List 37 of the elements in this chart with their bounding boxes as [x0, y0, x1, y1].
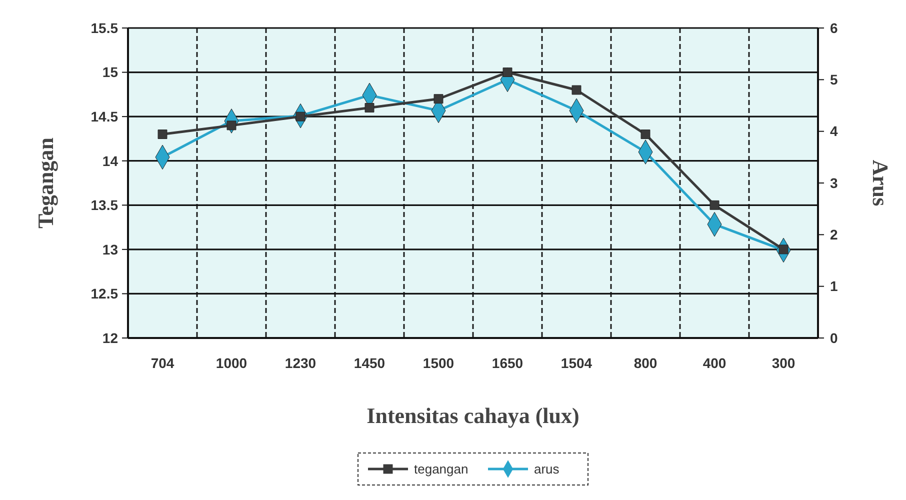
- legend-label: arus: [534, 462, 560, 477]
- y2-axis-title: Arus: [868, 160, 893, 207]
- y-axis-title: Tegangan: [33, 138, 58, 228]
- y2-tick-label: 4: [830, 123, 838, 140]
- x-tick-label: 400: [702, 355, 726, 371]
- point: [502, 68, 512, 78]
- y2-tick-label: 6: [830, 20, 838, 36]
- x-tick-label: 1504: [560, 355, 592, 371]
- y-tick-label: 13.5: [90, 197, 118, 214]
- y-tick-label: 12.5: [90, 286, 118, 302]
- point: [434, 94, 444, 104]
- x-tick-label: 704: [150, 355, 174, 371]
- point: [572, 85, 582, 95]
- y2-tick-label: 2: [830, 226, 838, 243]
- y-tick-label: 14: [102, 152, 118, 169]
- point: [364, 102, 374, 112]
- x-tick-label: 300: [772, 355, 796, 371]
- point: [710, 200, 720, 210]
- y-tick-label: 12: [102, 330, 118, 346]
- x-tick-label: 1230: [284, 355, 316, 371]
- x-tick-label: 1500: [422, 355, 454, 371]
- point: [158, 130, 168, 140]
- y-tick-label: 15: [102, 64, 118, 80]
- x-tick-label: 1650: [492, 355, 524, 371]
- y-tick-label: 15.5: [90, 20, 118, 36]
- legend-label: tegangan: [414, 462, 468, 477]
- y2-tick-label: 3: [830, 174, 838, 191]
- x-tick-label: 1450: [354, 355, 386, 371]
- x-tick-label: 800: [634, 355, 658, 371]
- y2-tick-label: 0: [830, 330, 838, 346]
- y2-tick-label: 5: [830, 72, 838, 88]
- x-axis-title: Intensitas cahaya (lux): [366, 403, 580, 428]
- y-tick-label: 14.5: [90, 108, 118, 124]
- x-tick-label: 1000: [216, 355, 248, 371]
- y-tick-label: 13: [102, 241, 118, 258]
- y2-tick-label: 1: [830, 278, 838, 294]
- point: [640, 130, 650, 140]
